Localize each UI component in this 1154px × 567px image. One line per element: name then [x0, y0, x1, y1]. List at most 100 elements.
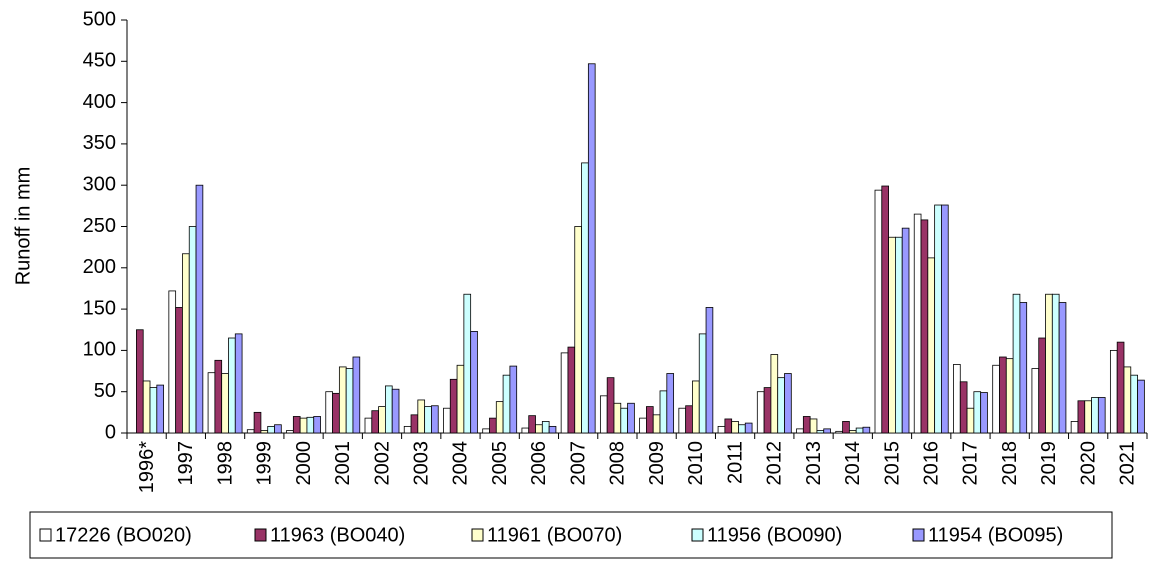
bar	[731, 421, 739, 434]
bar	[620, 407, 628, 434]
bar	[980, 392, 988, 434]
bar	[1051, 293, 1060, 434]
bar	[521, 427, 530, 434]
y-tick-label: 50	[94, 380, 116, 402]
x-tick-label: 2000	[293, 441, 315, 486]
y-tick-label: 0	[105, 421, 116, 443]
bar	[652, 414, 661, 434]
bar	[1031, 368, 1040, 434]
bar	[246, 429, 255, 434]
bar	[920, 219, 929, 434]
bar	[306, 416, 315, 434]
bar	[627, 402, 635, 434]
bar	[763, 387, 772, 434]
x-tick-label: 1997	[175, 441, 197, 486]
bar	[417, 399, 426, 434]
bar	[313, 416, 321, 434]
bar	[267, 425, 275, 434]
bar	[666, 373, 675, 434]
bar	[502, 374, 511, 434]
bar	[260, 430, 269, 434]
bar	[934, 204, 942, 434]
bar	[299, 417, 308, 434]
bar	[431, 405, 439, 434]
bar	[802, 416, 811, 434]
legend-swatch	[471, 528, 484, 542]
bar	[756, 391, 765, 434]
bar	[1097, 397, 1106, 434]
x-tick-label: 2012	[764, 441, 786, 486]
bar	[541, 421, 550, 434]
bar	[509, 365, 518, 434]
bar	[895, 236, 903, 434]
bar	[888, 236, 896, 434]
x-tick-label: 2011	[724, 441, 746, 484]
x-tick-label: 2020	[1077, 441, 1099, 486]
legend-swatch	[39, 528, 52, 542]
bar	[182, 253, 190, 434]
bar	[842, 421, 850, 434]
bar	[1084, 400, 1092, 434]
bar	[548, 425, 557, 434]
bar	[953, 364, 961, 434]
legend-label: 17226 (BO020)	[55, 524, 192, 546]
legend-label: 11954 (BO095)	[928, 524, 1063, 546]
bar	[705, 307, 714, 434]
x-tick-label: 2008	[607, 441, 629, 486]
bar	[424, 406, 432, 434]
bar	[959, 381, 968, 434]
bar	[1123, 366, 1132, 434]
legend-label: 11961 (BO070)	[487, 524, 622, 546]
legend-label: 11963 (BO040)	[270, 524, 405, 546]
bar	[391, 388, 400, 434]
x-tick-label: 2018	[999, 441, 1021, 486]
bar	[1038, 337, 1046, 434]
x-tick-label: 2010	[685, 441, 707, 486]
bar	[470, 331, 478, 434]
bar	[1137, 379, 1145, 434]
bar	[234, 333, 243, 434]
bar	[1116, 341, 1125, 434]
bar	[973, 391, 982, 434]
x-tick-label: 2002	[371, 441, 393, 486]
bar	[214, 359, 223, 434]
bar	[495, 401, 504, 434]
bar	[449, 378, 458, 434]
bar	[378, 406, 386, 434]
x-tick-label: 2014	[842, 441, 864, 486]
y-tick-label: 150	[83, 297, 116, 319]
x-tick-label: 2005	[489, 441, 511, 486]
x-tick-label: 1999	[254, 441, 276, 486]
bar	[1058, 302, 1067, 434]
x-tick-label: 2006	[528, 441, 550, 486]
bar	[809, 418, 818, 434]
bar	[992, 364, 1000, 434]
x-tick-label: 2013	[803, 441, 825, 486]
bar	[1045, 293, 1053, 434]
bar	[613, 402, 622, 434]
bar	[175, 307, 183, 434]
bar	[855, 427, 864, 434]
bar	[364, 417, 373, 434]
x-tick-label: 2016	[921, 441, 943, 486]
bar	[770, 354, 779, 434]
bar	[1077, 400, 1086, 434]
bar	[966, 407, 975, 434]
bar	[345, 368, 354, 434]
bar	[456, 364, 465, 434]
bar	[862, 426, 871, 434]
bar	[587, 63, 596, 434]
bar	[188, 226, 197, 434]
x-tick-label: 2004	[450, 441, 472, 486]
bar	[659, 390, 668, 434]
bar	[195, 184, 204, 434]
bar	[574, 226, 582, 434]
x-tick-label: 2017	[960, 441, 982, 486]
bar	[156, 384, 165, 434]
bar	[325, 391, 333, 434]
bar	[352, 356, 361, 434]
bar	[1070, 421, 1079, 434]
y-tick-label: 450	[83, 50, 116, 72]
y-tick-label: 250	[83, 215, 116, 237]
